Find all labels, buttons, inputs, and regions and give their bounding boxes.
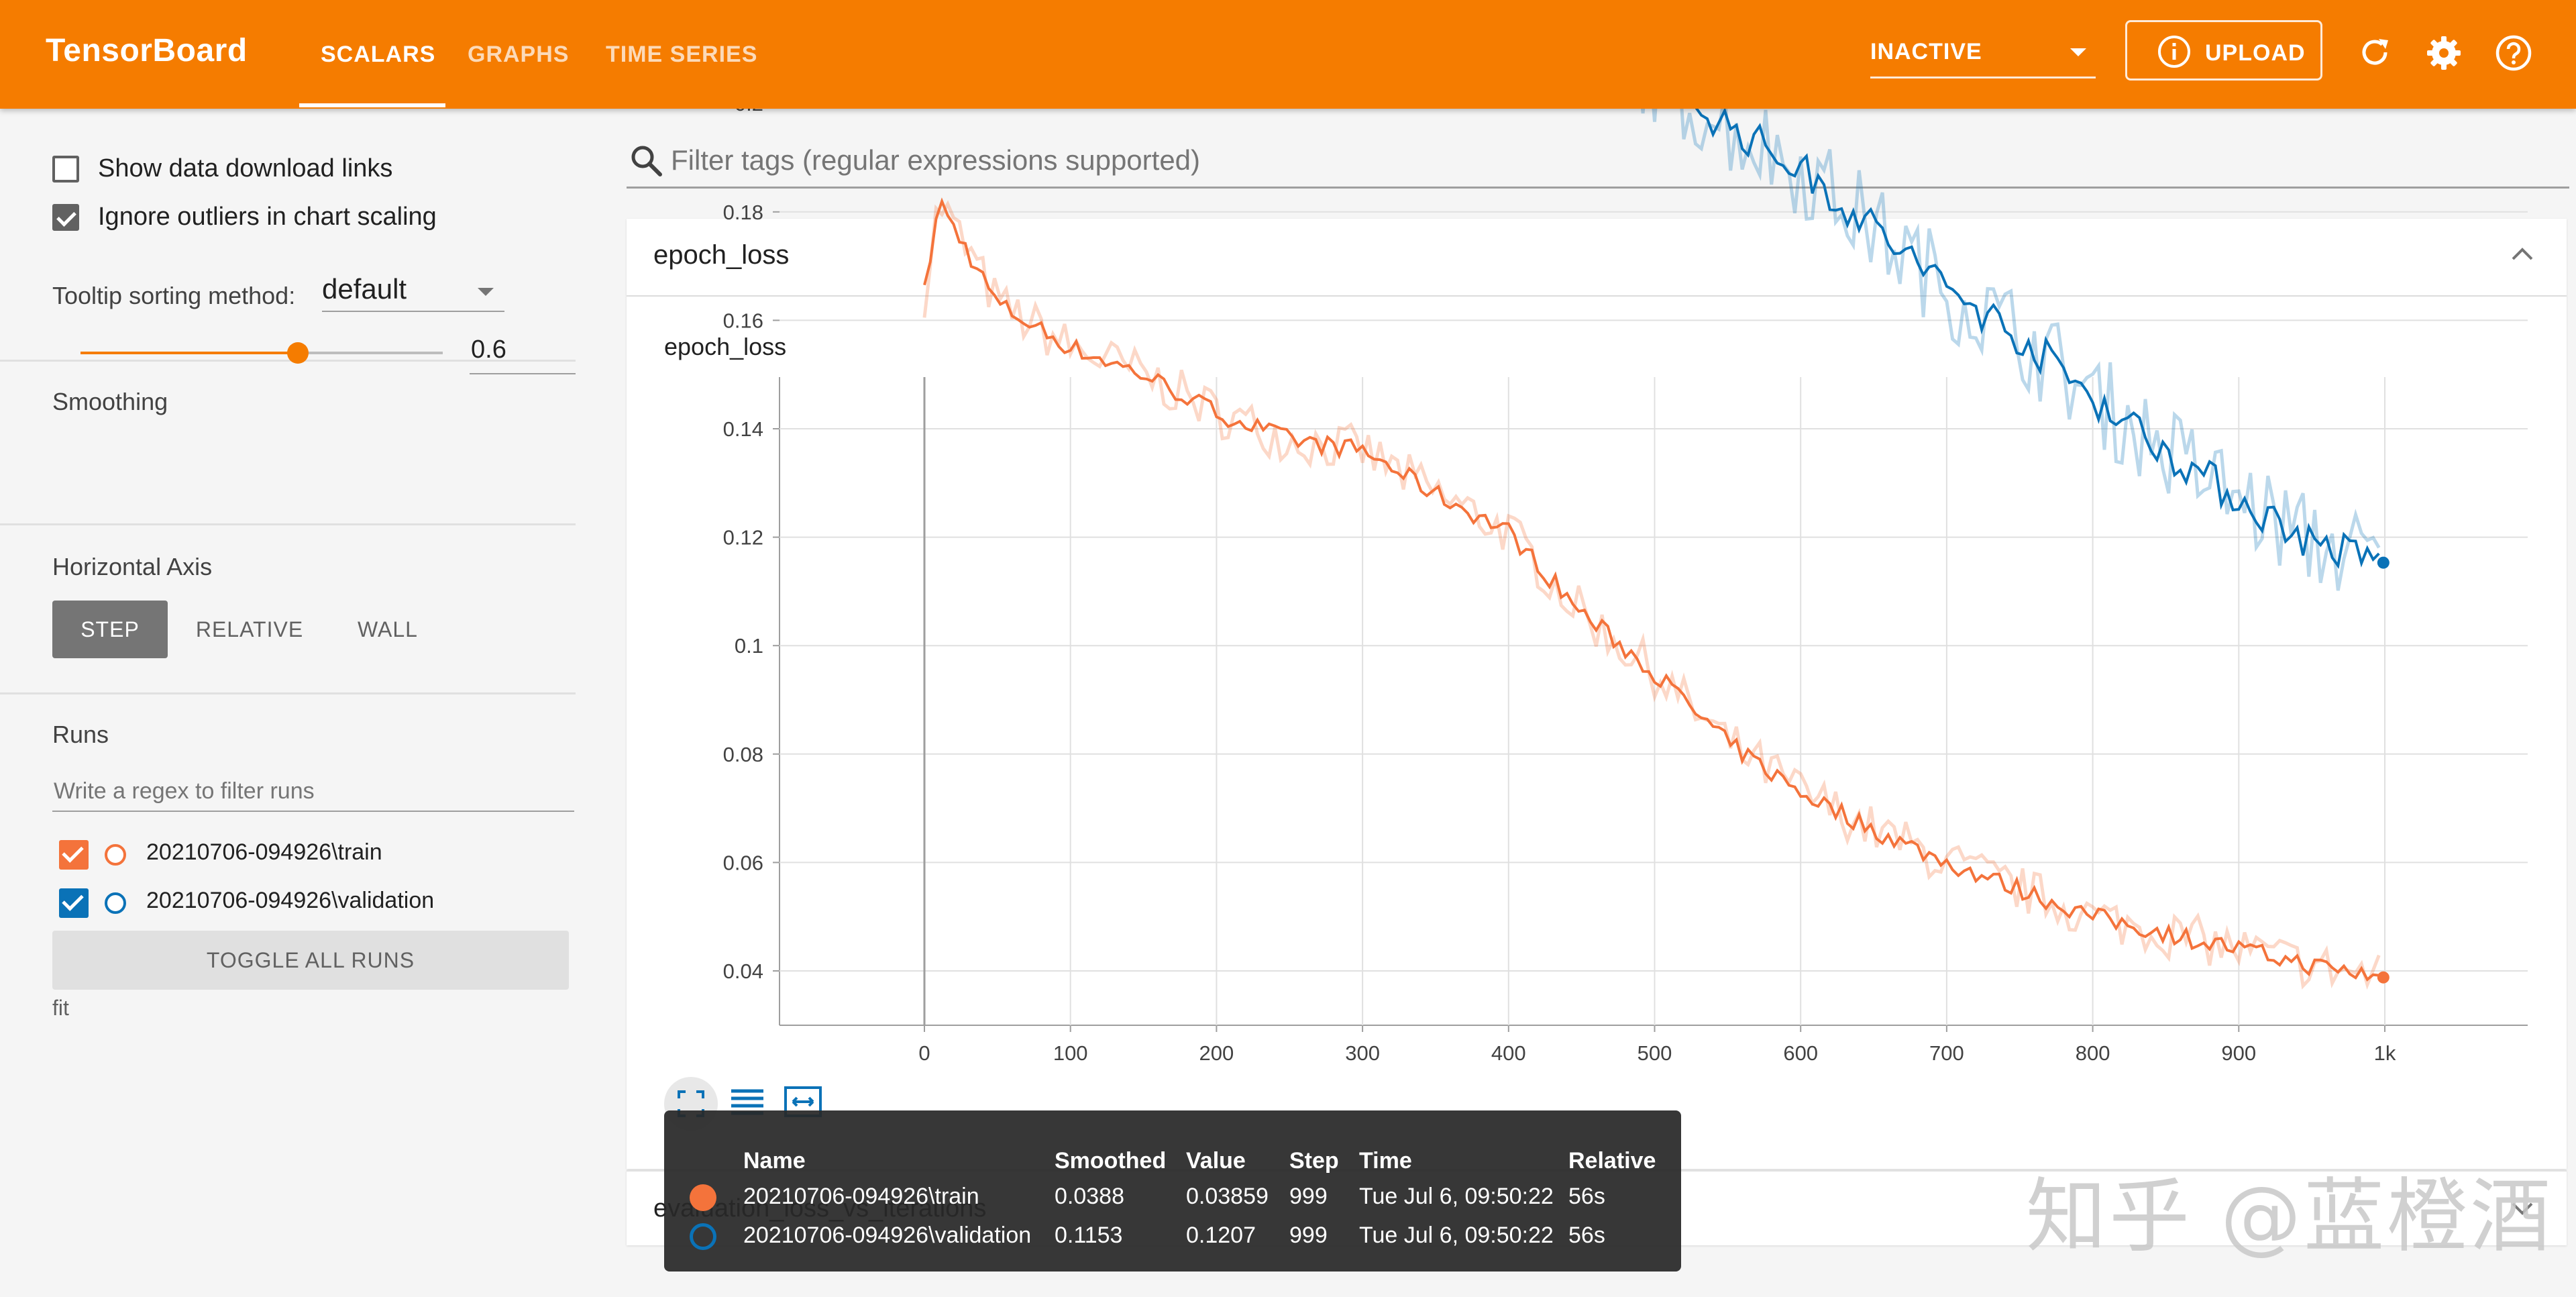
runs-filter-input[interactable] bbox=[52, 773, 572, 809]
settings-icon[interactable] bbox=[2424, 34, 2463, 76]
tooltip-row-time: Tue Jul 6, 09:50:22 bbox=[1359, 1223, 1554, 1248]
smoothing-slider-thumb[interactable] bbox=[287, 342, 309, 364]
sidebar: Show data download links Ignore outliers… bbox=[0, 109, 590, 1297]
tooltip-header-time: Time bbox=[1359, 1148, 1412, 1174]
tooltip-row-name: 20210706-094926\train bbox=[743, 1184, 979, 1209]
fullscreen-icon bbox=[678, 1090, 704, 1117]
tooltip-row-relative: 56s bbox=[1568, 1184, 1605, 1209]
smoothing-value-input[interactable]: 0.6 bbox=[470, 335, 576, 374]
upload-button[interactable]: UPLOAD bbox=[2125, 20, 2322, 81]
tooltip-header-name: Name bbox=[743, 1148, 806, 1174]
upload-label: UPLOAD bbox=[2205, 40, 2306, 66]
axis-relative-button[interactable]: RELATIVE bbox=[195, 617, 304, 641]
refresh-icon[interactable] bbox=[2356, 34, 2394, 74]
tooltip-row-name: 20210706-094926\validation bbox=[743, 1223, 1032, 1248]
chevron-down-icon bbox=[478, 288, 494, 296]
tooltip-header-step: Step bbox=[1289, 1148, 1339, 1174]
divider bbox=[0, 360, 576, 362]
run-folder-label: fit bbox=[52, 996, 69, 1020]
toggle-all-runs-button[interactable]: TOGGLE ALL RUNS bbox=[52, 931, 569, 990]
watermark: 知乎 @蓝橙酒 bbox=[2026, 1170, 2554, 1263]
horizontal-axis-label: Horizontal Axis bbox=[52, 553, 213, 580]
card-header-epoch-loss[interactable]: epoch_loss bbox=[627, 219, 2567, 297]
active-tab-indicator bbox=[299, 103, 445, 107]
show-download-links-label: Show data download links bbox=[98, 154, 393, 183]
tab-graphs[interactable]: GRAPHS bbox=[468, 42, 570, 67]
chart-card bbox=[627, 297, 2567, 1169]
tab-scalars[interactable]: SCALARS bbox=[321, 42, 436, 67]
tooltip-run-color-icon bbox=[690, 1223, 716, 1250]
run-state-select[interactable]: INACTIVE bbox=[1870, 38, 2096, 79]
info-icon bbox=[2157, 34, 2192, 72]
help-icon[interactable] bbox=[2494, 34, 2533, 76]
divider bbox=[0, 523, 576, 525]
show-download-links-checkbox[interactable] bbox=[52, 156, 79, 183]
chart-title: epoch_loss bbox=[664, 333, 787, 360]
top-app-bar: TensorBoard SCALARS GRAPHS TIME SERIES I… bbox=[0, 0, 2576, 109]
tooltip-header-smoothed: Smoothed bbox=[1055, 1148, 1167, 1174]
tooltip-row-step: 999 bbox=[1289, 1184, 1328, 1209]
tooltip-row-smoothed: 0.0388 bbox=[1055, 1184, 1124, 1209]
chevron-up-icon[interactable] bbox=[2510, 246, 2534, 265]
tooltip-run-color-icon bbox=[690, 1184, 716, 1211]
axis-step-button[interactable]: STEP bbox=[52, 601, 168, 658]
tooltip-row-value: 0.1207 bbox=[1186, 1223, 1256, 1248]
tooltip-sorting-select[interactable]: default bbox=[322, 273, 504, 312]
app-title: TensorBoard bbox=[46, 33, 248, 68]
axis-wall-button[interactable]: WALL bbox=[358, 617, 418, 641]
run-validation-checkbox[interactable] bbox=[59, 888, 89, 918]
runs-label: Runs bbox=[52, 721, 109, 748]
run-train-checkbox[interactable] bbox=[59, 840, 89, 870]
tooltip-header-relative: Relative bbox=[1568, 1148, 1656, 1174]
tooltip-sorting-value: default bbox=[322, 273, 407, 305]
smoothing-value: 0.6 bbox=[471, 335, 506, 364]
tooltip-sorting-label: Tooltip sorting method: bbox=[52, 282, 296, 309]
chevron-down-icon[interactable] bbox=[2510, 1201, 2534, 1221]
tooltip-header-value: Value bbox=[1186, 1148, 1246, 1174]
smoothing-slider-track[interactable] bbox=[298, 352, 443, 354]
run-train-color-icon[interactable] bbox=[105, 844, 126, 866]
chart-tooltip: Name Smoothed Value Step Time Relative 2… bbox=[664, 1110, 1681, 1272]
run-validation-label: 20210706-094926\validation bbox=[146, 888, 435, 913]
run-state-value: INACTIVE bbox=[1870, 39, 1982, 64]
card-title: epoch_loss bbox=[653, 240, 790, 270]
tooltip-row-relative: 56s bbox=[1568, 1223, 1605, 1248]
ignore-outliers-label: Ignore outliers in chart scaling bbox=[98, 203, 437, 231]
run-train-label: 20210706-094926\train bbox=[146, 839, 382, 865]
run-validation-color-icon[interactable] bbox=[105, 892, 126, 914]
ignore-outliers-checkbox[interactable] bbox=[52, 204, 79, 231]
tooltip-row-smoothed: 0.1153 bbox=[1055, 1223, 1123, 1248]
tag-filter-field[interactable] bbox=[627, 134, 2569, 189]
tag-filter-input[interactable] bbox=[669, 140, 2551, 181]
tooltip-row-value: 0.03859 bbox=[1186, 1184, 1269, 1209]
divider bbox=[0, 692, 576, 694]
tooltip-row-step: 999 bbox=[1289, 1223, 1328, 1248]
chevron-down-icon bbox=[2070, 48, 2086, 56]
smoothing-label: Smoothing bbox=[52, 388, 168, 415]
smoothing-slider-track-active[interactable] bbox=[80, 352, 298, 354]
tab-time-series[interactable]: TIME SERIES bbox=[606, 42, 758, 67]
runs-filter-field[interactable] bbox=[52, 773, 574, 812]
search-icon bbox=[629, 144, 663, 180]
tooltip-row-time: Tue Jul 6, 09:50:22 bbox=[1359, 1184, 1554, 1209]
